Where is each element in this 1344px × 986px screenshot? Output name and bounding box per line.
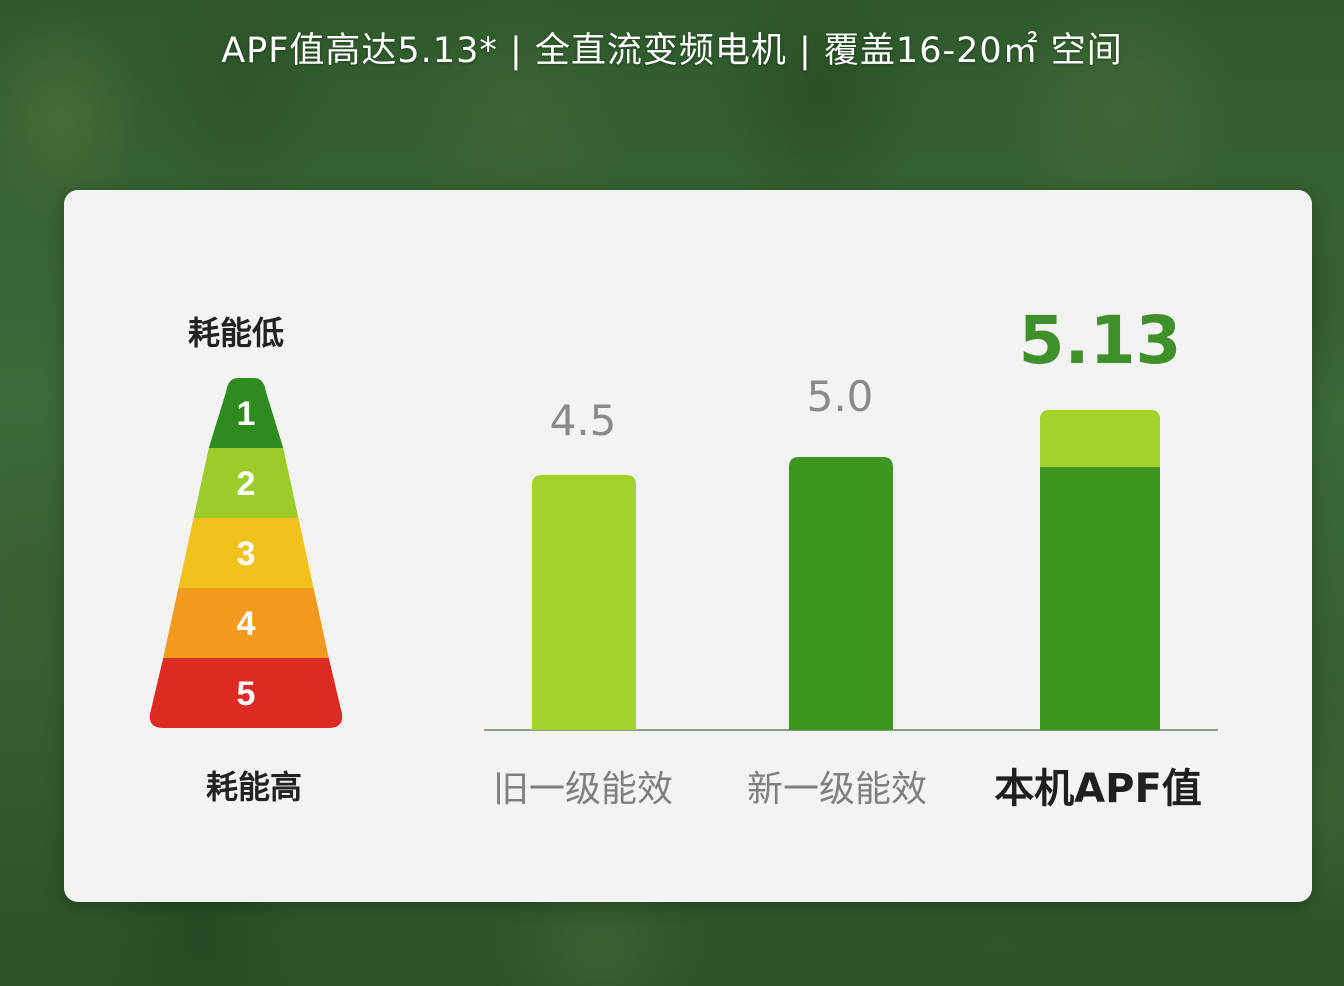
category-label-this: 本机APF值 [994, 766, 1202, 812]
bar-highlight-segment [1040, 410, 1160, 467]
bar-2 [1040, 410, 1160, 730]
pyramid-level-label-2: 2 [237, 465, 256, 503]
pyramid-level-2 [193, 448, 299, 518]
value-label-old: 4.5 [549, 396, 617, 445]
headline: APF值高达5.13* | 全直流变频电机 | 覆盖16-20㎡ 空间 [221, 31, 1123, 71]
chart-card: 耗能低 1 2 3 4 5 耗能高 4.5 5.0 5.13 旧一级能效 新一级能效 本… [64, 190, 1312, 902]
pyramid-level-label-5: 5 [237, 675, 256, 713]
pyramid-top-label: 耗能低 [187, 314, 284, 352]
value-label-this: 5.13 [1018, 302, 1182, 379]
pyramid-level-label-4: 4 [237, 605, 256, 643]
category-label-old: 旧一级能效 [492, 769, 673, 810]
pyramid-level-5 [149, 658, 343, 728]
bar-0 [532, 475, 636, 730]
value-label-new: 5.0 [806, 372, 874, 421]
pyramid-level-1 [208, 378, 284, 448]
apf-bar-chart [484, 410, 1218, 731]
energy-level-pyramid: 1 2 3 4 5 [149, 378, 343, 728]
bar-1 [789, 457, 893, 730]
pyramid-level-label-3: 3 [237, 535, 256, 573]
pyramid-bottom-label: 耗能高 [205, 768, 302, 806]
pyramid-level-4 [163, 588, 329, 658]
pyramid-level-3 [178, 518, 314, 588]
category-label-new: 新一级能效 [746, 769, 927, 810]
pyramid-level-label-1: 1 [237, 395, 256, 433]
